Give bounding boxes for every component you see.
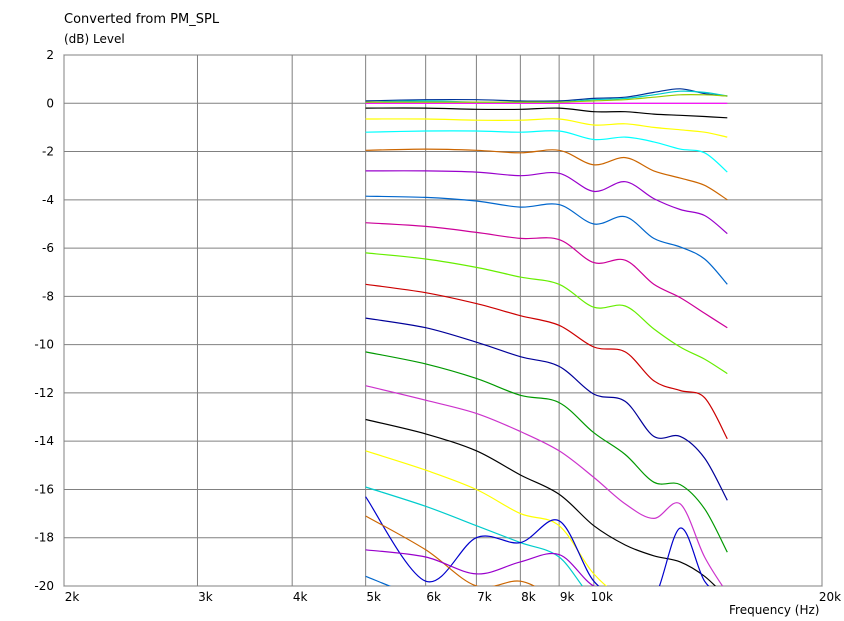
series-line-6 [365,118,728,138]
y-tick-labels: 2 0 -2 -4 -6 -8 -10 -12 -14 -16 -18 -20 [34,48,54,593]
x-tick-label: 2k [65,590,80,604]
x-tick-label: 9k [560,590,575,604]
x-tick-label: 7k [477,590,492,604]
y-tick-label: 2 [46,48,54,62]
plot-area [63,54,823,587]
x-axis-label: Frequency (Hz) [729,603,820,617]
x-tick-label: 5k [366,590,381,604]
series-line-9 [365,170,728,235]
chart-title: Converted from PM_SPL [64,12,220,27]
series-line-4 [365,93,728,103]
series-line-11 [365,222,728,329]
grid-lines [63,54,823,587]
series-line-5 [365,107,728,119]
series-line-22 [365,549,596,586]
y-tick-label: -4 [42,193,54,207]
y-tick-label: 0 [46,96,54,110]
series-line-19 [365,486,584,586]
series-line-13 [365,283,728,440]
series-line-14 [365,317,728,501]
y-tick-label: -8 [42,289,54,303]
x-tick-labels: 2k 3k 4k 5k 6k 7k 8k 9k 10k 20k [65,590,841,604]
series-line-15 [365,351,728,553]
x-tick-label: 3k [198,590,213,604]
series-line-20 [365,496,710,586]
series-layer [365,88,728,586]
series-line-17 [365,418,717,586]
series-line-2 [365,88,728,102]
y-tick-label: -20 [34,579,54,593]
x-tick-label: 6k [426,590,441,604]
x-tick-label: 4k [293,590,308,604]
series-line-16 [365,385,724,586]
series-line-10 [365,195,728,285]
x-tick-label: 8k [521,590,536,604]
y-tick-label: -10 [34,338,54,352]
x-tick-label: 10k [591,590,613,604]
y-tick-label: -12 [34,386,54,400]
y-axis-label: (dB) Level [64,32,125,46]
y-tick-label: -14 [34,434,54,448]
y-tick-label: -6 [42,241,54,255]
series-line-18 [365,450,608,586]
series-line-12 [365,252,728,375]
y-tick-label: -16 [34,482,54,496]
y-tick-label: -2 [42,145,54,159]
series-line-8 [365,148,728,201]
y-tick-label: -18 [34,531,54,545]
series-line-7 [365,130,728,173]
x-tick-label: 20k [819,590,841,604]
series-line-21 [365,515,536,586]
